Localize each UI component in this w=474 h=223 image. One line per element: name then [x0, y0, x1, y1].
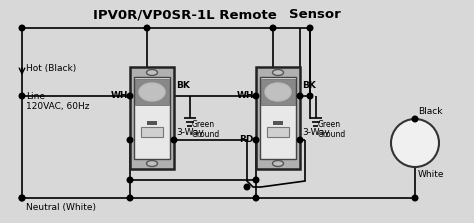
Text: Sensor: Sensor [289, 8, 341, 21]
Ellipse shape [273, 70, 283, 76]
Circle shape [412, 116, 418, 122]
Circle shape [19, 25, 25, 31]
Circle shape [297, 137, 303, 143]
Bar [256, 67, 300, 169]
Circle shape [19, 93, 25, 99]
Text: Green
Ground: Green Ground [318, 120, 346, 139]
Text: BK: BK [176, 81, 190, 90]
Circle shape [307, 93, 313, 99]
Bar [141, 127, 163, 137]
Circle shape [127, 177, 133, 183]
Circle shape [144, 25, 150, 31]
Circle shape [253, 137, 259, 143]
Bar [267, 127, 289, 137]
Circle shape [270, 25, 276, 31]
Bar [147, 121, 157, 125]
Bar [135, 79, 169, 105]
Ellipse shape [146, 70, 157, 76]
Circle shape [244, 184, 250, 190]
Bar [261, 79, 295, 105]
Ellipse shape [139, 83, 165, 101]
Ellipse shape [265, 83, 291, 101]
Circle shape [171, 137, 177, 143]
Text: Line
120VAC, 60Hz: Line 120VAC, 60Hz [26, 92, 90, 112]
Text: Green
Ground: Green Ground [192, 120, 220, 139]
Circle shape [412, 195, 418, 201]
Bar [273, 121, 283, 125]
Circle shape [127, 195, 133, 201]
Text: 3-Way: 3-Way [176, 128, 204, 137]
Ellipse shape [146, 161, 157, 167]
Circle shape [253, 195, 259, 201]
Circle shape [297, 93, 303, 99]
Bar [130, 67, 174, 169]
Text: BK: BK [302, 81, 316, 90]
Text: WH: WH [237, 91, 254, 99]
Circle shape [253, 177, 259, 183]
Circle shape [253, 93, 259, 99]
Circle shape [19, 195, 25, 201]
Text: WH: WH [110, 91, 128, 99]
Bar [134, 77, 170, 159]
Circle shape [391, 119, 439, 167]
Text: RD: RD [240, 134, 254, 143]
Text: 3-Way: 3-Way [302, 128, 330, 137]
Text: Hot (Black): Hot (Black) [26, 64, 76, 72]
Text: Black: Black [418, 107, 443, 116]
Text: Neutral (White): Neutral (White) [26, 203, 96, 212]
Bar [260, 77, 296, 159]
Circle shape [127, 93, 133, 99]
Text: White: White [418, 170, 445, 179]
Circle shape [307, 25, 313, 31]
Text: Load: Load [400, 138, 430, 148]
Circle shape [19, 195, 25, 201]
Text: IPV0R/VP0SR-1L Remote: IPV0R/VP0SR-1L Remote [93, 8, 277, 21]
Ellipse shape [273, 161, 283, 167]
Circle shape [127, 137, 133, 143]
